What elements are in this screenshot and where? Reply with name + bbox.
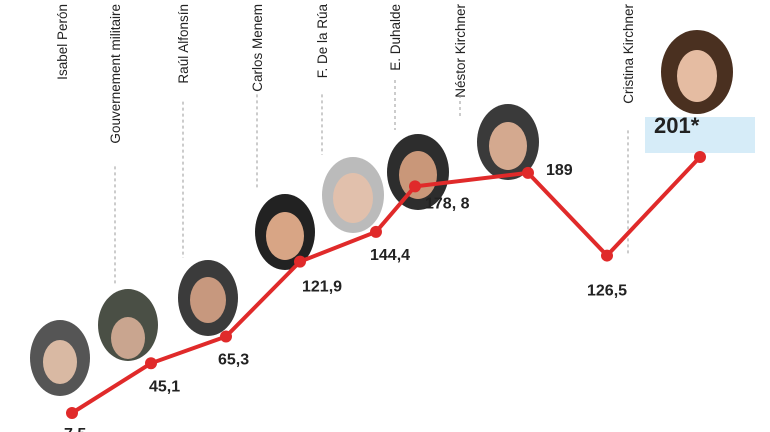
value-label: 65,3 bbox=[218, 352, 249, 369]
value-label: 121,9 bbox=[302, 279, 342, 296]
category-label: E. Duhalde bbox=[388, 4, 403, 71]
category-label: Néstor Kirchner bbox=[453, 4, 468, 98]
category-label: Isabel Perón bbox=[55, 4, 70, 80]
value-label: 144,4 bbox=[370, 247, 410, 264]
category-label: F. De la Rúa bbox=[315, 4, 330, 79]
value-label: 201* bbox=[654, 113, 700, 138]
highlight-box bbox=[645, 117, 755, 153]
point bbox=[66, 407, 78, 419]
category-label: Cristina Kirchner bbox=[621, 3, 636, 103]
point bbox=[294, 255, 306, 268]
value-label: 45,1 bbox=[149, 378, 180, 395]
point bbox=[145, 357, 157, 370]
category-label: Raúl Alfonsín bbox=[176, 4, 191, 84]
point bbox=[522, 166, 534, 179]
portraits bbox=[30, 30, 755, 396]
value-label: 178, 8 bbox=[425, 195, 470, 212]
point bbox=[409, 180, 421, 193]
category-label: Carlos Menem bbox=[250, 4, 265, 92]
value-label: 126,5 bbox=[587, 283, 627, 300]
point bbox=[370, 225, 382, 238]
value-label: 189 bbox=[546, 162, 573, 179]
category-label: Gouvernement militaire bbox=[108, 4, 123, 144]
point bbox=[220, 330, 232, 343]
value-label: 7,5 bbox=[64, 426, 86, 432]
point bbox=[694, 151, 706, 163]
point bbox=[601, 249, 613, 262]
